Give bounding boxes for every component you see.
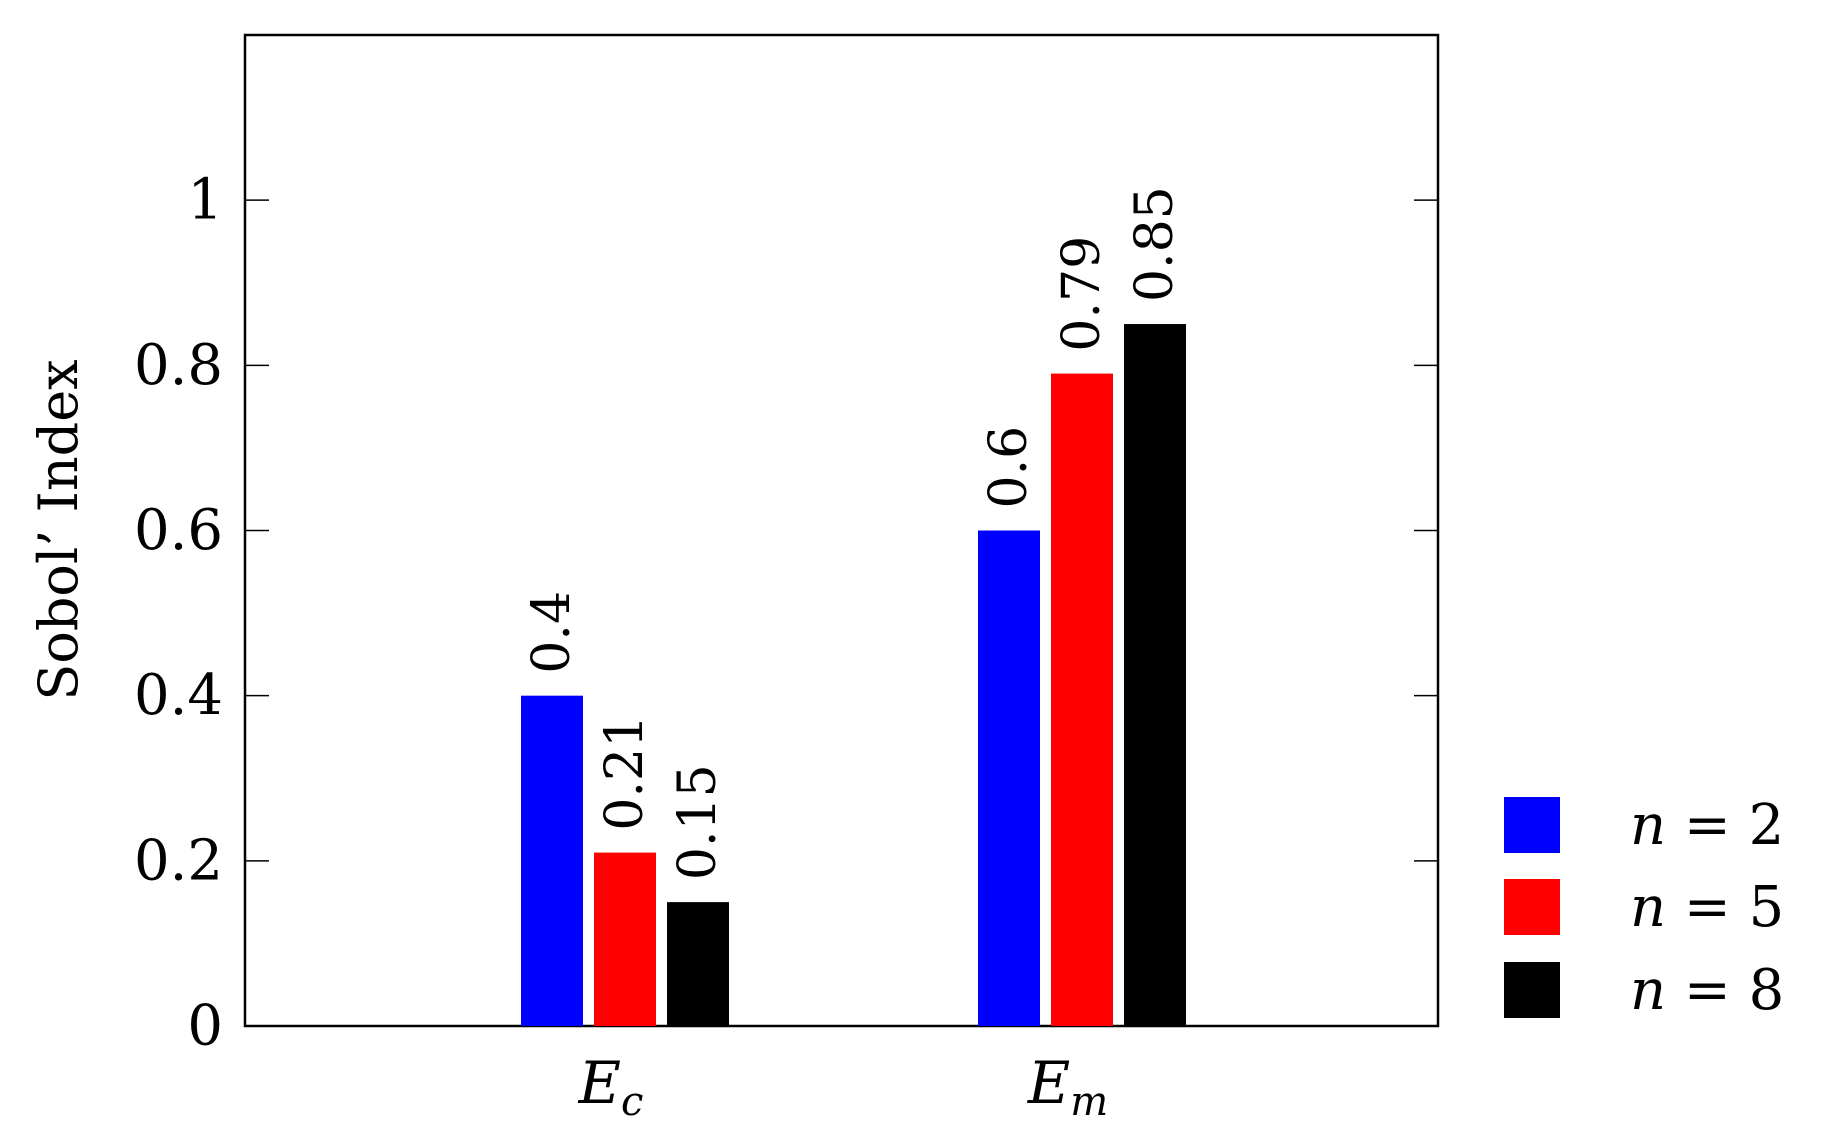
legend-swatch xyxy=(1504,879,1560,935)
legend-label: n = 5 xyxy=(1630,875,1784,940)
x-category-base: E xyxy=(1027,1049,1070,1117)
legend: n = 2n = 5n = 8 xyxy=(1504,793,1784,1023)
legend-swatch xyxy=(1504,797,1560,853)
x-category-label: Ec xyxy=(578,1049,644,1125)
legend-value: = 2 xyxy=(1666,793,1784,858)
y-tick-label: 1 xyxy=(187,168,223,233)
y-axis: 0 0.2 0.4 0.6 0.8 1 xyxy=(134,168,1438,1059)
y-tick-label: 0.8 xyxy=(134,333,223,398)
plot-frame xyxy=(243,33,1440,1028)
bar xyxy=(1051,373,1113,1026)
data-labels: 0.40.21 0.15 0.6 0.79 0.85 xyxy=(522,186,1185,880)
data-label: 0.85 xyxy=(1125,186,1185,302)
y-tick-label: 0 xyxy=(187,994,223,1059)
legend-value: = 5 xyxy=(1666,875,1784,940)
y-tick-label: 0.4 xyxy=(134,663,223,728)
legend-variable: n xyxy=(1630,793,1666,858)
data-label: 0.6 xyxy=(979,426,1039,509)
bars xyxy=(521,324,1186,1027)
bar xyxy=(667,902,729,1026)
y-tick-label: 0.2 xyxy=(134,828,223,893)
legend-value: = 8 xyxy=(1666,958,1784,1023)
bar xyxy=(1124,324,1186,1027)
y-tick-label: 0.6 xyxy=(134,498,223,563)
legend-variable: n xyxy=(1630,958,1666,1023)
data-label: 0.15 xyxy=(668,764,728,880)
legend-variable: n xyxy=(1630,875,1666,940)
legend-swatch xyxy=(1504,962,1560,1018)
x-category-base: E xyxy=(578,1049,621,1117)
x-axis: Ec Em xyxy=(578,1049,1109,1125)
bar xyxy=(594,852,656,1026)
y-axis-title: Sobol’ Index xyxy=(27,359,90,700)
x-category-subscript: m xyxy=(1070,1079,1108,1125)
data-label: 0.21 xyxy=(595,715,655,831)
x-category-subscript: c xyxy=(621,1079,643,1125)
data-label: 0.79 xyxy=(1052,236,1112,352)
bar xyxy=(978,530,1040,1026)
legend-label: n = 8 xyxy=(1630,958,1784,1023)
legend-label: n = 2 xyxy=(1630,793,1784,858)
data-label: 0.4 xyxy=(522,591,582,674)
x-category-label: Em xyxy=(1027,1049,1108,1125)
bar xyxy=(521,695,583,1026)
